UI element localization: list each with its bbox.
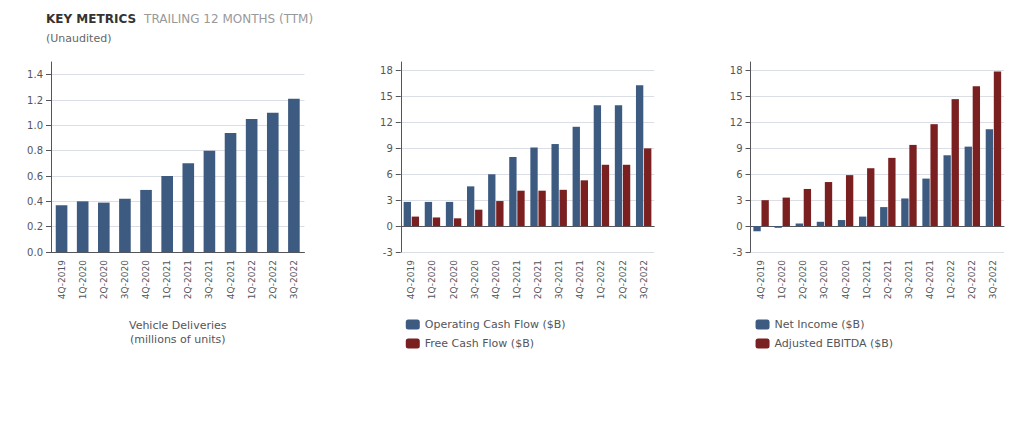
svg-text:3Q-2021: 3Q-2021 <box>204 260 214 299</box>
svg-text:4Q-2021: 4Q-2021 <box>925 260 935 299</box>
svg-text:3Q-2020: 3Q-2020 <box>470 260 480 299</box>
svg-text:3Q-2021: 3Q-2021 <box>904 260 914 299</box>
svg-text:0.4: 0.4 <box>27 196 43 207</box>
svg-text:2Q-2021: 2Q-2021 <box>183 260 193 299</box>
svg-text:4Q-2019: 4Q-2019 <box>756 260 766 299</box>
svg-text:2Q-2021: 2Q-2021 <box>533 260 543 299</box>
svg-text:4Q-2021: 4Q-2021 <box>575 260 585 299</box>
svg-text:9: 9 <box>736 143 742 154</box>
svg-text:4Q-2019: 4Q-2019 <box>57 260 67 299</box>
svg-text:4Q-2020: 4Q-2020 <box>841 260 851 299</box>
svg-text:2Q-2020: 2Q-2020 <box>449 260 459 299</box>
svg-text:1Q-2021: 1Q-2021 <box>512 260 522 299</box>
svg-text:KEY METRICS: KEY METRICS <box>46 12 136 26</box>
svg-text:6: 6 <box>736 169 742 180</box>
svg-text:1.4: 1.4 <box>27 69 43 80</box>
svg-text:1.2: 1.2 <box>27 95 43 106</box>
svg-text:2Q-2022: 2Q-2022 <box>618 260 628 299</box>
svg-text:2Q-2022: 2Q-2022 <box>967 260 977 299</box>
svg-text:2Q-2020: 2Q-2020 <box>99 260 109 299</box>
svg-text:3Q-2022: 3Q-2022 <box>988 260 998 299</box>
svg-text:Adjusted EBITDA ($B): Adjusted EBITDA ($B) <box>775 337 894 350</box>
svg-text:3Q-2022: 3Q-2022 <box>639 260 649 299</box>
svg-text:0: 0 <box>386 221 392 232</box>
svg-text:1Q-2022: 1Q-2022 <box>946 260 956 299</box>
svg-text:1Q-2022: 1Q-2022 <box>596 260 606 299</box>
svg-text:0.0: 0.0 <box>27 247 43 258</box>
svg-text:1Q-2021: 1Q-2021 <box>862 260 872 299</box>
svg-text:3: 3 <box>736 195 742 206</box>
svg-text:9: 9 <box>386 143 392 154</box>
svg-text:12: 12 <box>380 117 393 128</box>
svg-text:0.2: 0.2 <box>27 221 43 232</box>
svg-text:0: 0 <box>736 221 742 232</box>
svg-text:2Q-2022: 2Q-2022 <box>268 260 278 299</box>
svg-text:2Q-2021: 2Q-2021 <box>883 260 893 299</box>
svg-text:3Q-2020: 3Q-2020 <box>819 260 829 299</box>
svg-text:1.0: 1.0 <box>27 120 43 131</box>
svg-text:4Q-2019: 4Q-2019 <box>406 260 416 299</box>
svg-text:18: 18 <box>380 65 393 76</box>
svg-text:1Q-2021: 1Q-2021 <box>162 260 172 299</box>
svg-text:-3: -3 <box>383 247 393 258</box>
svg-text:12: 12 <box>730 117 743 128</box>
svg-text:3Q-2021: 3Q-2021 <box>554 260 564 299</box>
svg-text:6: 6 <box>386 169 392 180</box>
svg-text:15: 15 <box>730 91 743 102</box>
svg-text:Operating Cash Flow ($B): Operating Cash Flow ($B) <box>425 318 566 331</box>
svg-text:4Q-2020: 4Q-2020 <box>141 260 151 299</box>
svg-text:1Q-2022: 1Q-2022 <box>247 260 257 299</box>
svg-text:1Q-2020: 1Q-2020 <box>78 260 88 299</box>
svg-text:1Q-2020: 1Q-2020 <box>777 260 787 299</box>
svg-text:4Q-2020: 4Q-2020 <box>491 260 501 299</box>
svg-text:Net Income ($B): Net Income ($B) <box>775 318 865 331</box>
svg-text:-3: -3 <box>733 247 743 258</box>
svg-text:0.6: 0.6 <box>27 171 43 182</box>
svg-text:(Unaudited): (Unaudited) <box>46 32 111 45</box>
svg-text:2Q-2020: 2Q-2020 <box>798 260 808 299</box>
svg-text:18: 18 <box>730 65 743 76</box>
svg-text:3Q-2022: 3Q-2022 <box>289 260 299 299</box>
svg-text:0.8: 0.8 <box>27 145 43 156</box>
svg-text:TRAILING 12 MONTHS (TTM): TRAILING 12 MONTHS (TTM) <box>143 12 313 26</box>
svg-text:3: 3 <box>386 195 392 206</box>
svg-text:(millions of units): (millions of units) <box>130 333 226 346</box>
svg-text:1Q-2020: 1Q-2020 <box>427 260 437 299</box>
svg-text:4Q-2021: 4Q-2021 <box>226 260 236 299</box>
svg-text:3Q-2020: 3Q-2020 <box>120 260 130 299</box>
svg-text:15: 15 <box>380 91 393 102</box>
svg-text:Vehicle Deliveries: Vehicle Deliveries <box>129 319 227 332</box>
svg-text:Free Cash Flow ($B): Free Cash Flow ($B) <box>425 337 534 350</box>
